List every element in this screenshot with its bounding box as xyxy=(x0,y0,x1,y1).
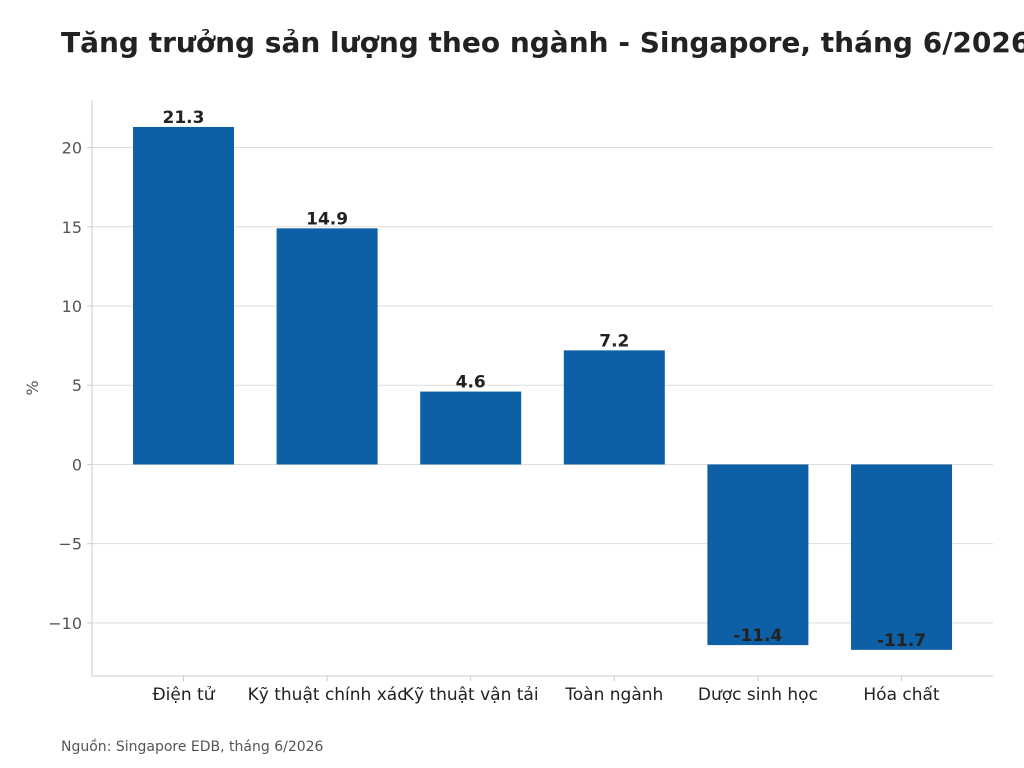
bar xyxy=(133,126,234,465)
source-note: Nguồn: Singapore EDB, tháng 6/2026 xyxy=(61,739,324,755)
gridlines xyxy=(92,147,993,624)
data-label: 4.6 xyxy=(456,373,486,393)
x-tick-label: Điện tử xyxy=(153,685,216,705)
y-tick-label: 15 xyxy=(62,218,82,237)
y-tick-label: 0 xyxy=(72,455,82,474)
bar xyxy=(707,464,809,646)
x-tick-label: Kỹ thuật vận tải xyxy=(403,685,539,705)
bar xyxy=(851,464,952,650)
axes xyxy=(87,100,993,681)
x-tick-label: Kỹ thuật chính xác xyxy=(248,685,407,705)
data-label: 14.9 xyxy=(306,209,348,229)
y-tick-label: −10 xyxy=(48,614,82,633)
y-tick-label: 20 xyxy=(62,139,82,158)
bar xyxy=(420,391,522,465)
y-axis-title: % xyxy=(23,380,42,395)
bar xyxy=(563,350,665,465)
data-label: 7.2 xyxy=(599,331,629,351)
data-label: -11.4 xyxy=(733,626,782,646)
labels: −10 −5 0 5 10 15 20 Điện tử 21.3 Kỹ thuật chính x… xyxy=(48,108,940,705)
bar xyxy=(276,228,378,465)
x-tick-label: Hóa chất xyxy=(863,684,940,705)
data-label: 21.3 xyxy=(163,108,205,128)
bars xyxy=(133,126,952,650)
y-tick-label: −5 xyxy=(58,535,82,554)
data-label: -11.7 xyxy=(877,631,926,651)
chart-title: Tăng trưởng sản lượng theo ngành - Singa… xyxy=(61,26,1024,59)
y-tick-label: 10 xyxy=(62,297,82,316)
x-tick-label: Toàn ngành xyxy=(564,685,663,705)
x-tick-label: Dược sinh học xyxy=(698,685,818,705)
y-tick-label: 5 xyxy=(72,376,82,395)
